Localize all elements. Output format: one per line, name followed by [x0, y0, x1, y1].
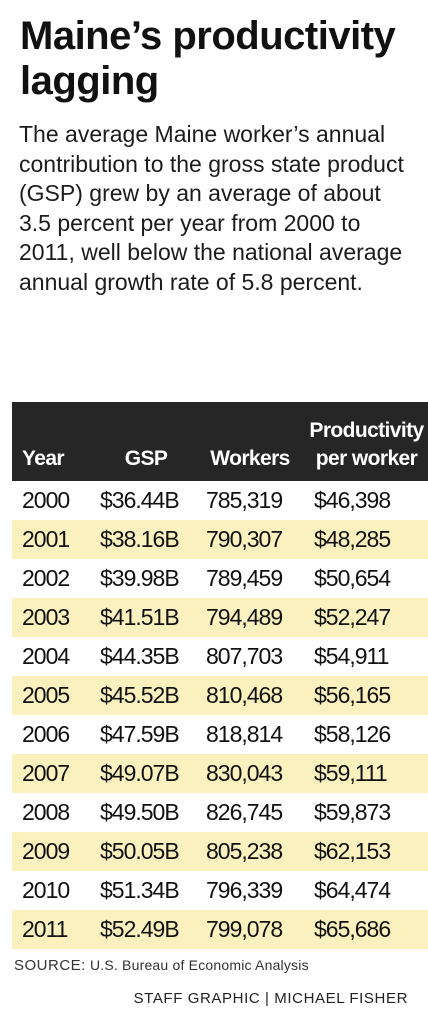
cell-workers: 785,319 — [206, 487, 283, 513]
data-table-container: Year GSP Workers Productivity per worker… — [12, 402, 428, 949]
cell-gsp: $36.44B — [100, 487, 180, 513]
cell-gsp: $38.16B — [100, 526, 180, 552]
table-header-row: Year GSP Workers Productivity per worker — [12, 402, 428, 481]
cell-gsp: $52.49B — [100, 916, 180, 942]
cell-productivity: $62,153 — [314, 838, 391, 864]
table-row: 2000 $36.44B 785,319 $46,398 — [12, 481, 428, 520]
cell-year: 2008 — [22, 799, 70, 825]
cell-year: 2004 — [22, 643, 70, 669]
cell-year: 2002 — [22, 565, 70, 591]
table-row: 2006 $47.59B 818,814 $58,126 — [12, 715, 428, 754]
cell-productivity: $59,873 — [314, 799, 391, 825]
cell-workers: 810,468 — [206, 682, 283, 708]
cell-year: 2007 — [22, 760, 70, 786]
cell-workers: 818,814 — [206, 721, 283, 747]
productivity-table: Year GSP Workers Productivity per worker… — [12, 402, 428, 949]
table-row: 2004 $44.35B 807,703 $54,911 — [12, 637, 428, 676]
table-body: 2000 $36.44B 785,319 $46,398 2001 $38.16B 790,… — [12, 481, 428, 949]
cell-year: 2001 — [22, 526, 70, 552]
cell-year: 2006 — [22, 721, 70, 747]
cell-year: 2000 — [22, 487, 70, 513]
cell-gsp: $44.35B — [100, 643, 180, 669]
cell-workers: 789,459 — [206, 565, 283, 591]
chart-description: The average Maine worker’s annual contri… — [19, 121, 404, 295]
cell-gsp: $41.51B — [100, 604, 180, 630]
chart-title: Maine’s productivity lagging — [20, 14, 396, 103]
cell-workers: 796,339 — [206, 877, 283, 903]
cell-productivity: $58,126 — [314, 721, 391, 747]
table-row: 2008 $49.50B 826,745 $59,873 — [12, 793, 428, 832]
cell-productivity: $46,398 — [314, 487, 391, 513]
cell-productivity: $54,911 — [314, 643, 389, 669]
cell-workers: 790,307 — [206, 526, 283, 552]
cell-gsp: $51.34B — [100, 877, 180, 903]
table-row: 2010 $51.34B 796,339 $64,474 — [12, 871, 428, 910]
cell-productivity: $50,654 — [314, 565, 391, 591]
cell-workers: 805,238 — [206, 838, 283, 864]
cell-gsp: $47.59B — [100, 721, 180, 747]
cell-workers: 799,078 — [206, 916, 283, 942]
table-row: 2007 $49.07B 830,043 $59,111 — [12, 754, 428, 793]
cell-gsp: $50.05B — [100, 838, 180, 864]
cell-productivity: $52,247 — [314, 604, 391, 630]
staff-credit: STAFF GRAPHIC | MICHAEL FISHER — [133, 990, 408, 1007]
cell-productivity: $64,474 — [314, 877, 391, 903]
cell-productivity: $48,285 — [314, 526, 391, 552]
cell-year: 2011 — [22, 916, 68, 942]
table-row: 2009 $50.05B 805,238 $62,153 — [12, 832, 428, 871]
cell-workers: 826,745 — [206, 799, 283, 825]
table-row: 2002 $39.98B 789,459 $50,654 — [12, 559, 428, 598]
cell-workers: 794,489 — [206, 604, 283, 630]
source-text: U.S. Bureau of Economic Analysis — [89, 957, 309, 973]
cell-year: 2005 — [22, 682, 70, 708]
source-note: SOURCE: U.S. Bureau of Economic Analysis — [14, 957, 309, 974]
cell-year: 2009 — [22, 838, 70, 864]
cell-productivity: $65,686 — [314, 916, 391, 942]
cell-productivity: $59,111 — [314, 760, 388, 786]
column-header-productivity: Productivity per worker — [302, 402, 428, 481]
cell-gsp: $39.98B — [100, 565, 180, 591]
table-row: 2011 $52.49B 799,078 $65,686 — [12, 910, 428, 949]
table-row: 2005 $45.52B 810,468 $56,165 — [12, 676, 428, 715]
cell-productivity: $56,165 — [314, 682, 391, 708]
cell-year: 2003 — [22, 604, 70, 630]
cell-gsp: $49.07B — [100, 760, 180, 786]
cell-gsp: $45.52B — [100, 682, 180, 708]
column-header-gsp: GSP — [94, 402, 198, 481]
column-header-workers: Workers — [198, 402, 302, 481]
cell-workers: 830,043 — [206, 760, 283, 786]
table-row: 2003 $41.51B 794,489 $52,247 — [12, 598, 428, 637]
cell-gsp: $49.50B — [100, 799, 180, 825]
column-header-year: Year — [12, 402, 94, 481]
cell-year: 2010 — [22, 877, 70, 903]
source-label: SOURCE: — [14, 957, 86, 974]
table-row: 2001 $38.16B 790,307 $48,285 — [12, 520, 428, 559]
cell-workers: 807,703 — [206, 643, 283, 669]
